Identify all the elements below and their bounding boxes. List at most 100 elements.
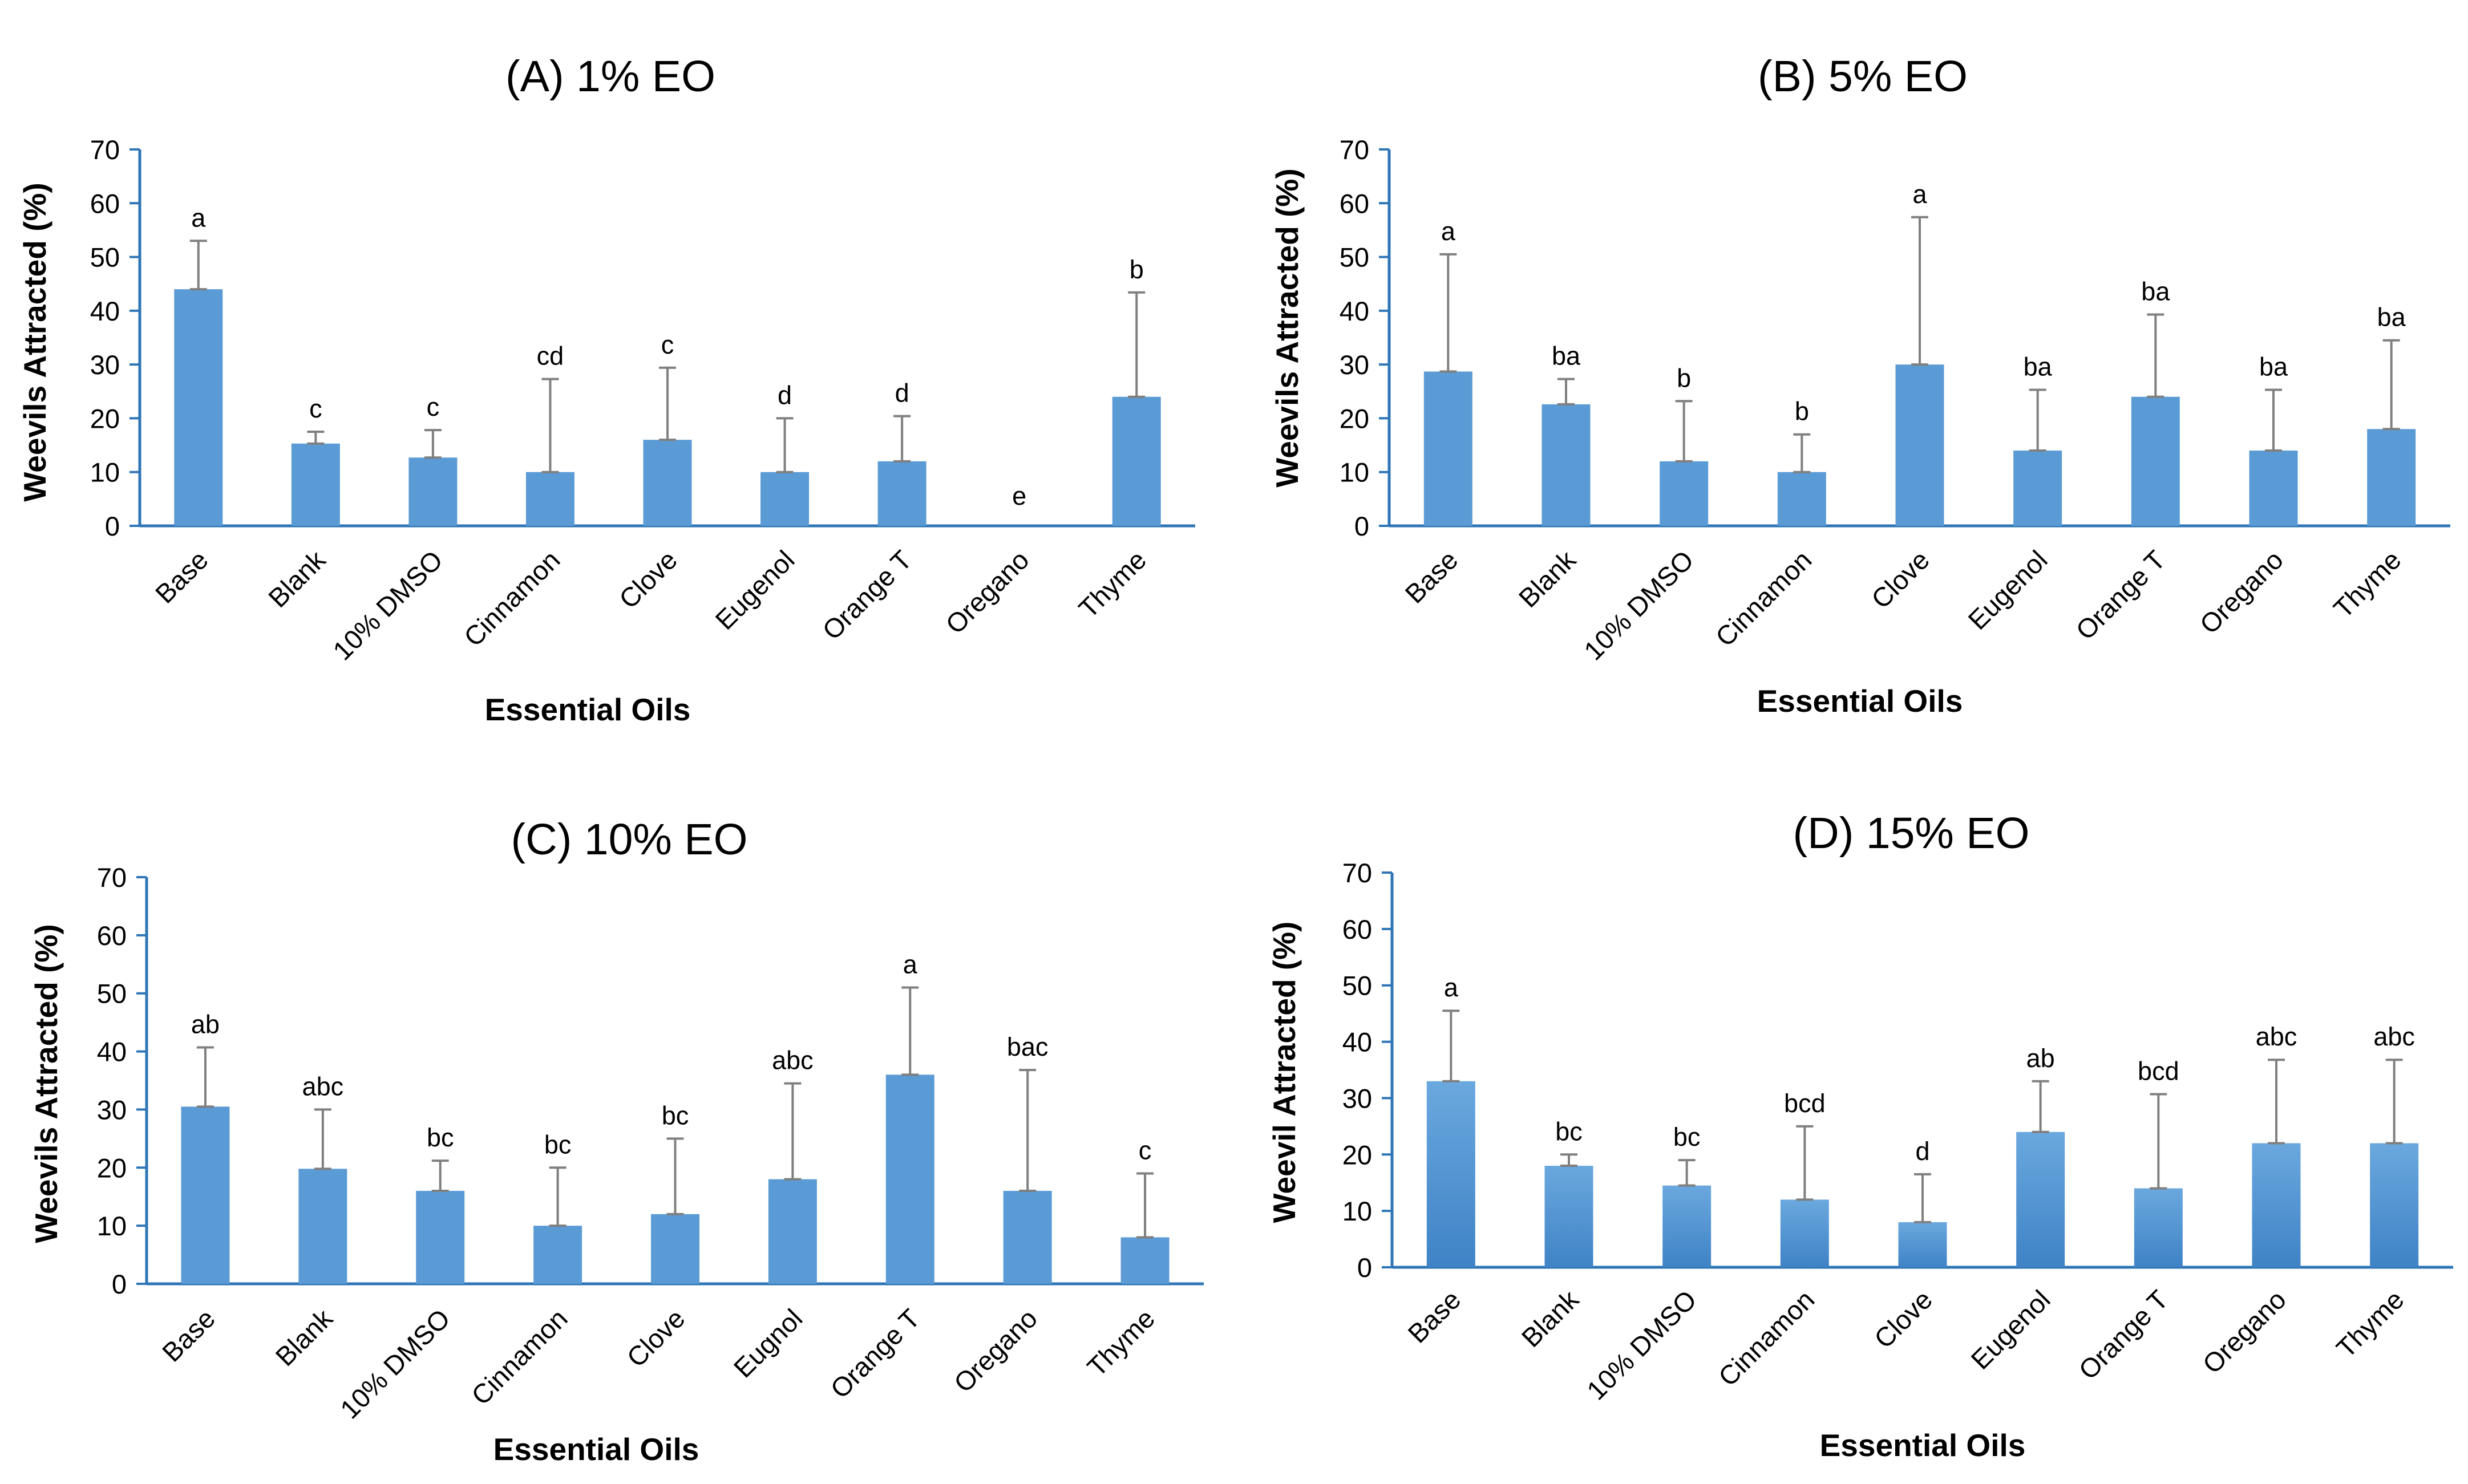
y-axis-title: Weevils Attracted (%) (17, 183, 52, 501)
category-label: 10% DMSO (1581, 1284, 1702, 1406)
chart-panel-3: (C) 10% EO010203040506070abBaseabcBlankb… (29, 815, 1204, 1467)
significance-letter: bc (427, 1123, 454, 1152)
x-axis-title: Essential Oils (1820, 1428, 2026, 1463)
y-tick-label: 20 (1342, 1140, 1372, 1170)
y-tick-label: 10 (1340, 457, 1369, 488)
bar-cinnamon (1777, 472, 1826, 526)
y-tick-label: 30 (1340, 350, 1369, 380)
y-tick-label: 50 (1340, 242, 1369, 273)
bar-orange-t (885, 1075, 934, 1284)
y-tick-label: 10 (1342, 1196, 1372, 1226)
significance-letter: abc (2256, 1022, 2297, 1051)
bar-clove (1898, 1222, 1947, 1267)
bar-clove (643, 440, 692, 526)
category-label: Eugenol (1962, 545, 2053, 635)
bar-thyme (1112, 396, 1161, 526)
bar-cinnamon (525, 472, 574, 526)
y-axis-title: Weevils Attracted (%) (29, 924, 64, 1243)
y-tick-label: 70 (97, 862, 127, 893)
category-label: Base (156, 1303, 221, 1368)
significance-letter: a (1912, 180, 1927, 209)
bar-base (181, 1106, 230, 1284)
chart-panel-1: (A) 1% EO 0 10 20 30 40 50 60 70 a Base c Blank c 10% … (17, 52, 1195, 727)
y-tick-label: 60 (97, 921, 127, 951)
bar-oregano (1003, 1191, 1052, 1284)
chart-title: (B) 5% EO (1758, 52, 1968, 101)
significance-letter: bc (662, 1101, 689, 1130)
chart-panel-4: (D) 15% EO 0 10 20 30 40 50 60 70 a Base bc Blank bc 1… (1267, 809, 2453, 1463)
significance-letter: ba (2024, 352, 2053, 381)
significance-letter: abc (772, 1046, 814, 1075)
category-label: 10% DMSO (1578, 545, 1700, 666)
category-label: Cinnamon (466, 1303, 573, 1411)
bar-orange-t (2131, 396, 2180, 526)
y-tick-label: 50 (90, 242, 120, 273)
category-label: Blank (1515, 1284, 1584, 1353)
y-tick-label: 50 (97, 979, 127, 1009)
category-label: Eugenol (1965, 1284, 2056, 1375)
x-axis-title: Essential Oils (485, 692, 691, 727)
significance-letter: abc (2373, 1022, 2415, 1051)
category-label: Eugenol (709, 545, 800, 635)
y-tick-label: 0 (105, 511, 120, 541)
category-label: Orange T (2073, 1284, 2174, 1385)
category-label: Blank (1512, 544, 1581, 613)
significance-letter: a (903, 950, 918, 979)
y-tick-label: 40 (1342, 1027, 1372, 1057)
bar-thyme (2367, 429, 2416, 526)
y-tick-label: 20 (97, 1153, 127, 1183)
y-axis-title: Weevil Attracted (%) (1267, 922, 1302, 1223)
x-axis-title: Essential Oils (493, 1432, 699, 1467)
category-label: Clove (1866, 545, 1935, 614)
significance-letter: b (1677, 363, 1691, 392)
significance-letter: bc (1555, 1117, 1583, 1146)
bar-10-dmso (416, 1191, 465, 1284)
significance-letter: e (1012, 481, 1026, 510)
category-label: Base (149, 545, 214, 609)
bar-clove (1895, 364, 1944, 526)
y-tick-label: 70 (90, 135, 120, 165)
significance-letter: c (309, 394, 322, 423)
y-tick-label: 70 (1342, 858, 1372, 888)
bar-base (174, 289, 223, 526)
significance-letter: d (895, 379, 909, 408)
category-label: Base (1399, 545, 1463, 609)
y-tick-label: 60 (1342, 914, 1372, 944)
y-tick-label: 20 (90, 403, 120, 433)
category-label: Orange T (816, 545, 917, 646)
category-label: Oregano (948, 1303, 1043, 1398)
category-label: Orange T (824, 1303, 925, 1404)
significance-letter: abc (302, 1072, 344, 1101)
significance-letter: b (1795, 397, 1809, 426)
y-tick-label: 0 (112, 1269, 127, 1299)
category-label: Orange T (2070, 545, 2171, 646)
y-tick-label: 30 (90, 350, 120, 380)
bar-clove (651, 1214, 699, 1284)
bar-oregano (2252, 1143, 2301, 1267)
y-tick-label: 70 (1340, 135, 1369, 165)
chart-title: (D) 15% EO (1793, 809, 2029, 858)
category-label: Thyme (1081, 1303, 1160, 1382)
y-tick-label: 20 (1340, 403, 1369, 433)
category-label: Base (1402, 1284, 1466, 1349)
y-tick-label: 30 (1342, 1083, 1372, 1113)
significance-letter: ba (2141, 277, 2170, 306)
y-tick-label: 40 (97, 1037, 127, 1067)
significance-letter: c (427, 392, 440, 421)
bar-blank (1544, 1166, 1593, 1267)
category-label: Blank (262, 544, 331, 613)
bar-orange-t (2134, 1188, 2183, 1267)
significance-letter: bac (1007, 1032, 1049, 1061)
significance-letter: c (1139, 1136, 1152, 1165)
bar-eugnol (768, 1179, 817, 1284)
category-label: Oregano (940, 545, 1035, 640)
category-label: Clove (613, 545, 683, 614)
bar-10-dmso (408, 457, 458, 526)
significance-letter: d (778, 380, 792, 409)
y-axis-title: Weevils Attracted (%) (1269, 168, 1305, 487)
bar-cinnamon (533, 1226, 582, 1284)
bar-thyme (2370, 1143, 2419, 1267)
y-tick-label: 0 (1357, 1252, 1372, 1283)
category-label: Cinnamon (1712, 1284, 1820, 1392)
